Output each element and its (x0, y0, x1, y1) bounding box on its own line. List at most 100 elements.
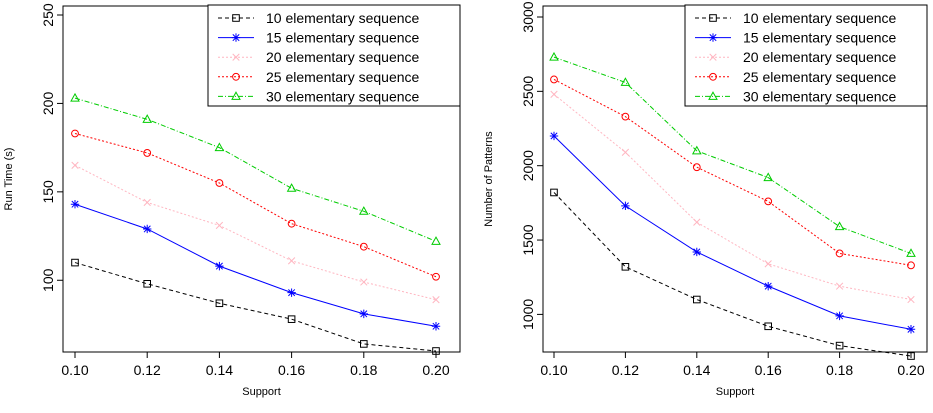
legend-label: 15 elementary sequence (743, 30, 897, 46)
data-point (693, 218, 701, 226)
data-point (621, 201, 630, 211)
series-5 (549, 51, 916, 257)
legend-marker (709, 14, 717, 22)
x-tick-label: 0.14 (206, 362, 233, 378)
data-point (431, 322, 441, 331)
data-point (834, 221, 845, 231)
data-point (432, 272, 440, 281)
data-point (360, 278, 368, 286)
legend-marker (708, 91, 718, 100)
data-point (691, 145, 702, 155)
y-tick-label: 3000 (520, 1, 536, 32)
data-point (550, 75, 558, 84)
series-line (74, 203, 437, 327)
data-point (215, 299, 224, 308)
series-line (553, 56, 912, 254)
data-point (215, 221, 224, 230)
legend-marker (709, 53, 717, 61)
y-tick-label: 1500 (520, 224, 536, 255)
data-point (764, 197, 773, 206)
legend-marker (709, 72, 717, 81)
series-line (74, 133, 437, 278)
legend-label: 25 elementary sequence (266, 69, 420, 85)
data-point (71, 258, 79, 267)
data-point (763, 172, 774, 182)
data-point (214, 142, 225, 152)
data-point (70, 92, 80, 102)
data-point (621, 263, 630, 271)
y-tick-label: 200 (40, 92, 56, 116)
data-point (835, 311, 844, 321)
y-axis-label: Run Time (s) (3, 148, 15, 211)
series-line (553, 79, 912, 266)
legend: 10 elementary sequence 15 elementary sequ… (207, 4, 461, 107)
series-line (74, 97, 437, 242)
data-point (835, 341, 844, 350)
series-group (70, 92, 441, 355)
data-point (835, 249, 844, 258)
data-point (360, 340, 368, 348)
data-point (550, 90, 558, 98)
data-point (835, 282, 844, 290)
data-point (764, 322, 772, 331)
series-line (553, 135, 912, 330)
series-1 (550, 188, 915, 360)
legend-marker (231, 33, 241, 42)
x-axis: 0.10 0.12 0.14 0.16 0.18 0.20 Support (61, 351, 450, 398)
x-tick-label: 0.12 (612, 362, 639, 378)
data-point (693, 295, 701, 304)
data-point (358, 206, 369, 215)
patterns-chart: 0.10 0.12 0.14 0.16 0.18 0.20 Support 1000 1500 2… (466, 0, 933, 413)
data-point (692, 163, 701, 172)
x-tick-label: 0.18 (826, 362, 853, 378)
data-point (549, 131, 559, 141)
legend: 10 elementary sequence 15 elementary sequ… (684, 4, 928, 107)
data-point (215, 179, 224, 187)
series-3 (71, 161, 440, 304)
x-tick-label: 0.16 (278, 362, 305, 378)
data-point (71, 161, 79, 169)
x-tick-label: 0.14 (683, 362, 710, 378)
series-1 (71, 258, 440, 355)
data-point (215, 261, 224, 271)
legend-marker (232, 72, 240, 81)
series-2 (549, 131, 916, 334)
data-point (143, 198, 151, 207)
data-point (143, 149, 152, 157)
data-point (620, 77, 631, 86)
data-point (287, 315, 296, 323)
legend-marker (231, 91, 241, 100)
legend-label: 30 elementary sequence (743, 88, 897, 104)
run-time-chart-svg: 0.10 0.12 0.14 0.16 0.18 0.20 Support 100 150 200… (3, 3, 461, 398)
legend-label: 20 elementary sequence (266, 49, 420, 65)
data-point (621, 112, 630, 121)
data-point (431, 236, 441, 245)
data-point (550, 188, 558, 197)
y-axis-label: Number of Patterns (483, 131, 495, 227)
y-tick-label: 250 (40, 3, 56, 27)
legend-label: 10 elementary sequence (266, 10, 420, 26)
data-point (907, 352, 915, 360)
data-point (764, 281, 773, 291)
legend-label: 15 elementary sequence (266, 30, 420, 46)
legend-marker (232, 14, 240, 22)
data-point (287, 288, 296, 297)
series-4 (550, 75, 915, 270)
x-tick-label: 0.20 (897, 362, 924, 378)
series-line (74, 164, 437, 301)
data-point (907, 261, 915, 270)
data-point (359, 309, 368, 319)
x-tick-label: 0.18 (350, 362, 377, 378)
run-time-chart: 0.10 0.12 0.14 0.16 0.18 0.20 Support 100 150 200… (0, 0, 466, 413)
data-point (359, 242, 368, 251)
data-point (287, 219, 296, 228)
legend-marker (232, 53, 240, 61)
series-group (549, 51, 916, 360)
data-point (906, 325, 916, 334)
data-point (621, 148, 630, 156)
x-axis: 0.10 0.12 0.14 0.16 0.18 0.20 Support (540, 351, 925, 398)
legend-label: 25 elementary sequence (743, 69, 897, 85)
series-line (553, 93, 912, 301)
x-tick-label: 0.12 (134, 362, 161, 378)
data-point (143, 224, 152, 234)
